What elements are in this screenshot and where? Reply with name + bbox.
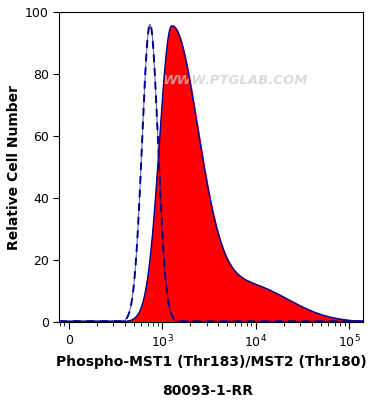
Y-axis label: Relative Cell Number: Relative Cell Number xyxy=(7,84,21,250)
X-axis label: Phospho-MST1 (Thr183)/MST2 (Thr180): Phospho-MST1 (Thr183)/MST2 (Thr180) xyxy=(56,355,367,369)
Text: WWW.PTGLAB.COM: WWW.PTGLAB.COM xyxy=(163,74,308,87)
Text: 80093-1-RR: 80093-1-RR xyxy=(162,384,253,398)
